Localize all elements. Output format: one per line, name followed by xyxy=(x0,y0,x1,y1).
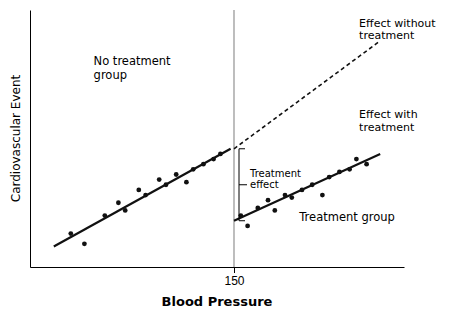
annotations: No treatmentgroup Treatment group Effect w… xyxy=(94,17,437,225)
chart: 150 No treatmentgroup Treatment group Effec… xyxy=(0,0,474,313)
scatter-point xyxy=(82,241,87,246)
treatment-effect-bracket xyxy=(239,149,247,221)
bracket-line xyxy=(239,220,245,221)
plot: 150 No treatmentgroup Treatment group Effec… xyxy=(31,10,437,288)
x-axis-line xyxy=(31,267,405,268)
scatter-point xyxy=(354,157,359,162)
scatter-point xyxy=(174,172,179,177)
marks xyxy=(54,10,380,267)
scatter-point xyxy=(157,177,162,182)
regression-line xyxy=(54,149,231,247)
group-label: Treatment group xyxy=(298,210,395,224)
x-axis: 150 xyxy=(31,267,405,288)
annotation: Treatmenteffect xyxy=(249,168,301,191)
scatter-point xyxy=(136,188,141,193)
annotation: Effect withtreatment xyxy=(359,108,418,134)
scatter-point xyxy=(364,162,369,167)
bracket-line xyxy=(239,148,245,149)
scatter-point xyxy=(272,208,277,213)
scatter-point xyxy=(266,198,271,203)
x-tick-label: 150 xyxy=(224,274,244,288)
group-label: No treatmentgroup xyxy=(94,54,171,81)
x-axis-title: Blood Pressure xyxy=(162,294,273,309)
bracket-line xyxy=(239,184,247,185)
scatter-point xyxy=(320,193,325,198)
scatter-point xyxy=(116,200,121,205)
y-axis xyxy=(30,11,31,268)
cutoff-line xyxy=(233,10,234,267)
annotation: Effect withouttreatment xyxy=(359,17,436,43)
y-axis-line xyxy=(30,11,31,268)
y-axis-title: Cardiovascular Event xyxy=(9,74,23,202)
scatter-point xyxy=(184,180,189,185)
x-tick: 150 xyxy=(224,267,244,288)
scatter-point xyxy=(245,223,250,228)
x-tick-mark xyxy=(234,267,235,273)
